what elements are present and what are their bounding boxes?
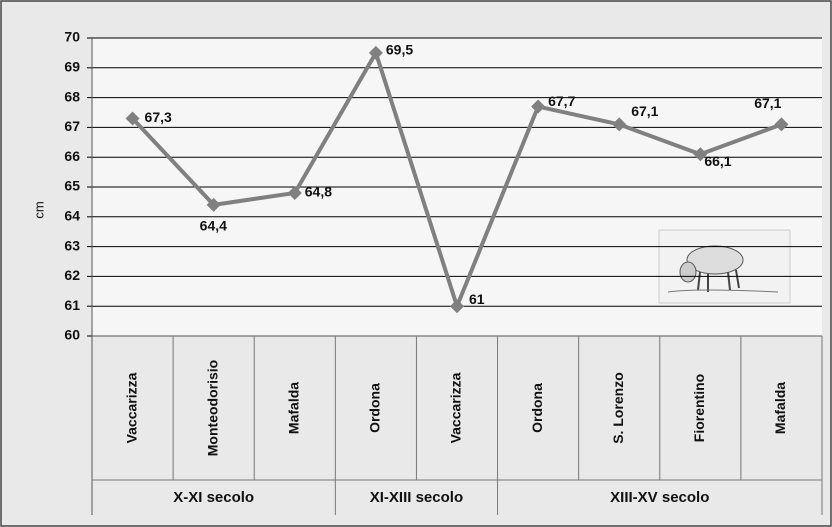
y-axis-label: cm xyxy=(31,201,46,218)
data-marker xyxy=(125,111,140,126)
data-marker xyxy=(287,185,302,200)
data-marker xyxy=(450,299,464,314)
y-tick-label: 65 xyxy=(64,178,80,194)
data-marker xyxy=(693,147,708,162)
value-label: 64,4 xyxy=(200,218,227,234)
x-tick-label: Mafalda xyxy=(772,382,788,434)
x-tick-label: Monteodorisio xyxy=(204,360,220,456)
data-marker xyxy=(531,99,546,114)
group-label: XI-XIII secolo xyxy=(370,489,463,506)
y-tick-label: 62 xyxy=(64,267,80,283)
data-marker xyxy=(612,117,627,132)
sheep-picture xyxy=(658,229,791,304)
x-tick-label: Ordona xyxy=(529,383,545,433)
y-tick-label: 68 xyxy=(64,88,80,104)
y-tick-label: 67 xyxy=(64,118,80,134)
value-label: 67,3 xyxy=(145,109,172,125)
value-label: 67,7 xyxy=(548,93,575,109)
x-tick-label: S. Lorenzo xyxy=(610,372,626,444)
value-label: 66,1 xyxy=(704,153,731,169)
data-marker xyxy=(774,117,789,132)
group-label: X-XI secolo xyxy=(173,489,254,506)
y-tick-label: 69 xyxy=(64,59,80,75)
group-label: XIII-XV secolo xyxy=(610,489,709,506)
y-tick-label: 66 xyxy=(64,148,80,164)
y-tick-label: 61 xyxy=(64,297,80,313)
x-tick-label: Fiorentino xyxy=(691,374,707,442)
y-tick-label: 70 xyxy=(64,29,80,45)
y-tick-label: 64 xyxy=(64,208,80,224)
value-label: 61 xyxy=(469,291,485,307)
data-marker xyxy=(368,45,383,60)
value-label: 67,1 xyxy=(754,95,781,111)
value-label: 69,5 xyxy=(386,42,413,58)
x-tick-label: Vaccarizza xyxy=(123,372,139,443)
y-tick-label: 60 xyxy=(64,327,80,343)
value-label: 64,8 xyxy=(305,184,332,200)
data-marker xyxy=(206,197,221,212)
value-label: 67,1 xyxy=(631,103,658,119)
x-tick-label: Ordona xyxy=(367,383,383,433)
x-tick-label: Vaccarizza xyxy=(448,372,464,443)
x-tick-label: Mafalda xyxy=(285,382,301,434)
y-tick-label: 63 xyxy=(64,237,80,253)
